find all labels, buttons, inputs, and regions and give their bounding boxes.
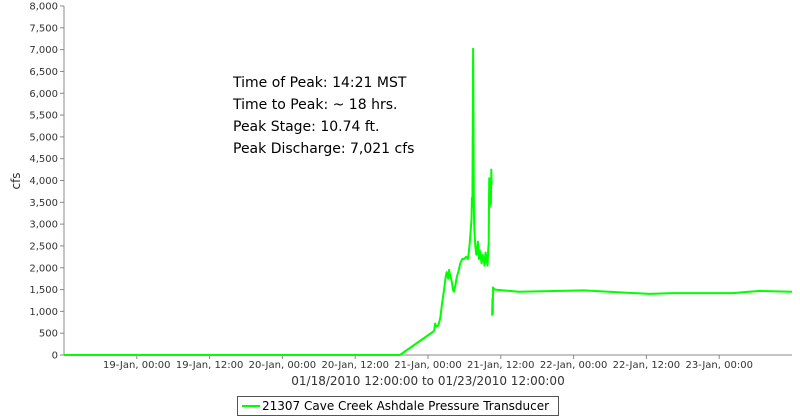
x-tick-label: 22-Jan, 00:00 [540, 360, 607, 371]
y-tick-label: 4,500 [29, 154, 58, 165]
y-tick-label: 3,500 [29, 198, 58, 209]
y-tick-label: 5,000 [29, 132, 58, 143]
y-axis-label: cfs [9, 172, 23, 189]
y-tick-label: 1,000 [29, 307, 58, 318]
y-tick-label: 5,500 [29, 111, 58, 122]
series-line [491, 286, 793, 316]
x-tick-label: 22-Jan, 12:00 [613, 360, 680, 371]
y-tick-label: 500 [39, 329, 58, 340]
legend: 21307 Cave Creek Ashdale Pressure Transd… [237, 396, 559, 416]
plot-area [64, 6, 792, 355]
x-tick-label: 19-Jan, 12:00 [176, 360, 243, 371]
x-axis-range-label: 01/18/2010 12:00:00 to 01/23/2010 12:00:… [291, 374, 564, 388]
y-tick-label: 0 [52, 351, 58, 362]
x-tick-label: 20-Jan, 12:00 [321, 360, 388, 371]
x-tick-label: 19-Jan, 00:00 [103, 360, 170, 371]
y-tick-label: 7,000 [29, 45, 58, 56]
y-tick-label: 7,500 [29, 23, 58, 34]
y-tick-label: 2,500 [29, 241, 58, 252]
y-tick-label: 2,000 [29, 263, 58, 274]
y-tick-label: 3,000 [29, 220, 58, 231]
legend-label-series: 21307 Cave Creek Ashdale Pressure Transd… [262, 399, 550, 413]
x-tick-label: 23-Jan, 00:00 [685, 360, 752, 371]
x-tick-label: 21-Jan, 00:00 [394, 360, 461, 371]
peak-annotation: Peak Discharge: 7,021 cfs [233, 141, 414, 157]
peak-annotation: Time of Peak: 14:21 MST [232, 75, 407, 91]
y-tick-label: 4,000 [29, 176, 58, 187]
x-tick-label: 20-Jan, 00:00 [249, 360, 316, 371]
y-tick-label: 6,000 [29, 89, 58, 100]
x-tick-label: 21-Jan, 12:00 [467, 360, 534, 371]
peak-annotation: Peak Stage: 10.74 ft. [233, 119, 379, 135]
y-tick-label: 6,500 [29, 67, 58, 78]
y-tick-label: 1,500 [29, 285, 58, 296]
series-line [64, 47, 493, 356]
peak-annotation: Time to Peak: ~ 18 hrs. [232, 97, 397, 113]
legend-swatch [242, 405, 260, 407]
y-tick-label: 8,000 [29, 2, 58, 13]
